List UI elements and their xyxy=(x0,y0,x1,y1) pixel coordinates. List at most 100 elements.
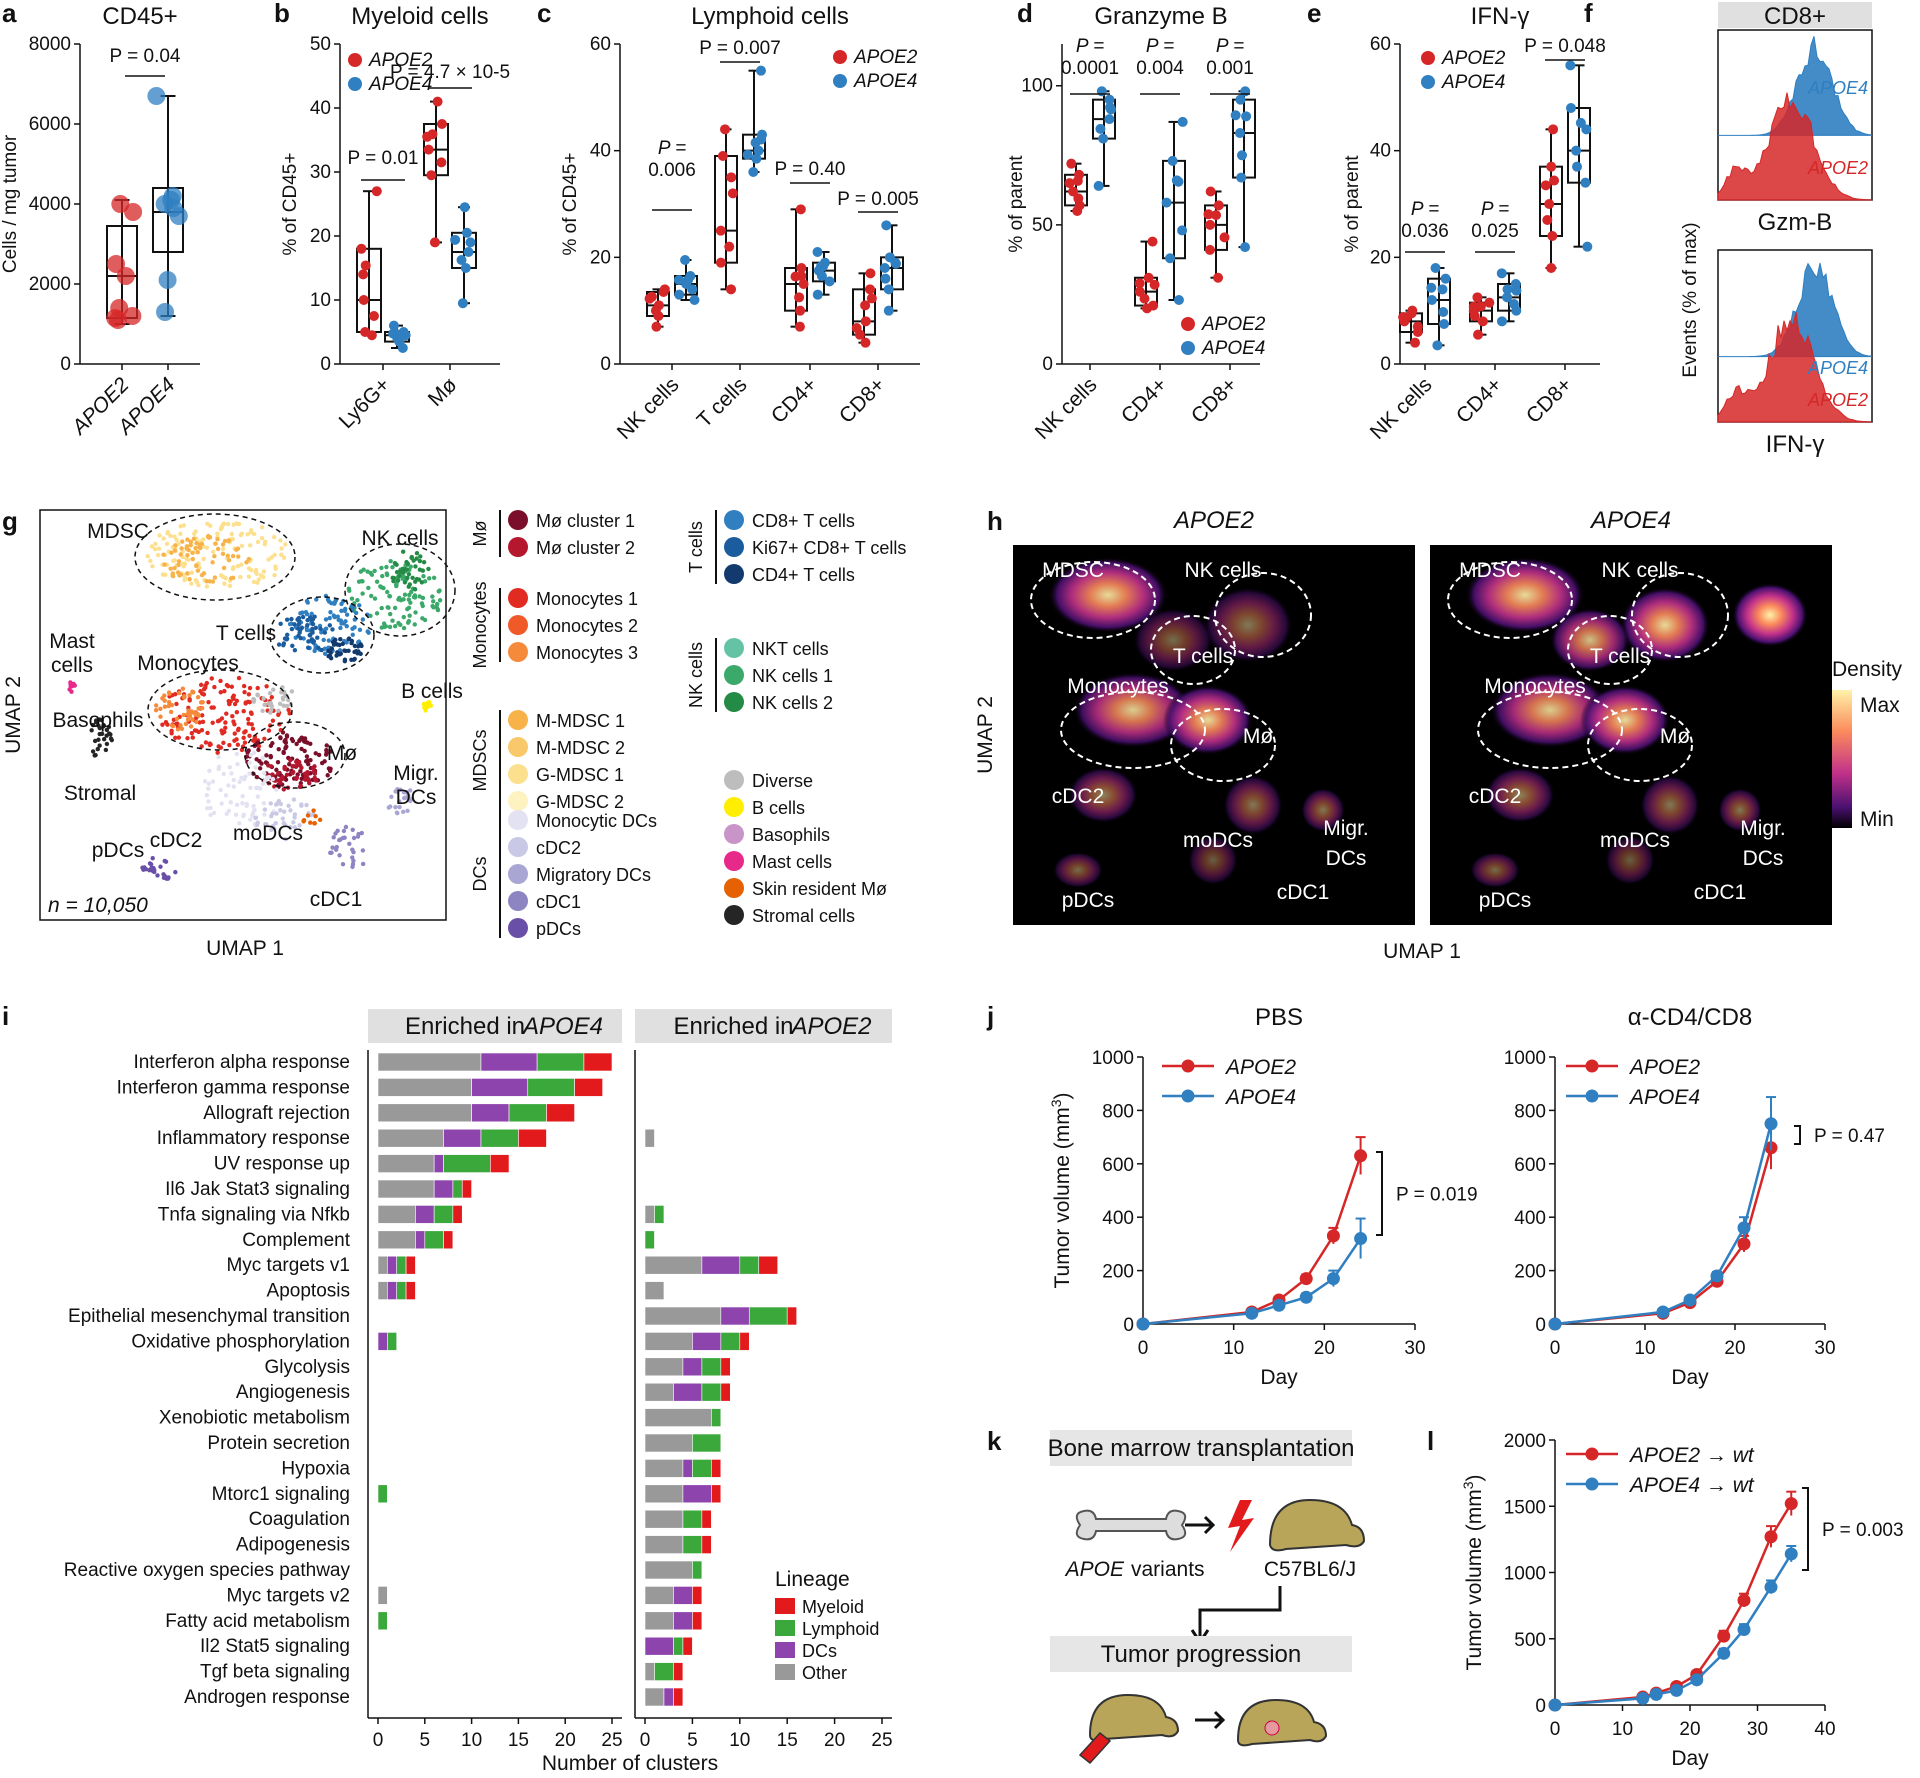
bar-segment xyxy=(739,1255,760,1275)
umap-frame xyxy=(39,509,447,921)
umap-cell xyxy=(252,736,257,741)
data-point xyxy=(1426,282,1437,293)
umap-cell xyxy=(185,736,190,741)
legend-label: CD4+ T cells xyxy=(752,565,855,585)
umap-cell xyxy=(435,601,440,607)
bar-segment xyxy=(720,1306,750,1326)
umap-cell xyxy=(259,525,265,530)
data-point xyxy=(865,268,876,279)
umap-cell xyxy=(275,759,281,765)
umap-cell xyxy=(395,578,401,583)
umap-cell xyxy=(231,565,236,570)
data-point xyxy=(715,257,726,268)
umap-cell xyxy=(286,707,291,713)
umap-cell xyxy=(329,646,335,651)
umap-cell xyxy=(284,617,290,622)
umap-cell xyxy=(232,701,238,707)
data-point xyxy=(1205,186,1216,197)
umap-cell xyxy=(251,531,257,537)
umap-cell xyxy=(239,531,244,536)
umap-cell xyxy=(292,825,298,830)
umap-cell xyxy=(180,686,186,691)
umap-cell xyxy=(277,777,283,782)
umap-cell xyxy=(380,573,385,579)
x-axis-label: UMAP 1 xyxy=(1383,940,1461,963)
bar-segment xyxy=(377,1103,472,1123)
umap-cell xyxy=(422,706,428,711)
data-point xyxy=(1205,219,1216,230)
legend-label: cDC1 xyxy=(536,892,581,912)
umap-cell xyxy=(244,560,249,565)
data-point xyxy=(1580,177,1591,188)
umap-cell xyxy=(223,793,229,798)
umap-cell xyxy=(262,542,268,547)
umap-cell xyxy=(276,642,282,647)
umap-cell xyxy=(335,828,340,833)
data-point xyxy=(1149,279,1160,290)
umap-cell xyxy=(216,754,221,760)
data-point xyxy=(751,153,762,164)
umap-label: NK cells xyxy=(361,527,438,550)
bar-segment xyxy=(644,1255,703,1275)
umap-cell xyxy=(277,701,283,707)
legend-label: APOE2 xyxy=(1201,314,1266,335)
bar-segment xyxy=(692,1433,722,1453)
umap-cell xyxy=(264,753,269,758)
umap-cell xyxy=(245,532,250,537)
density-blob xyxy=(1620,587,1710,663)
legend-label: APOE4 → wt xyxy=(1628,1474,1755,1497)
umap-cell xyxy=(437,598,443,603)
data-point xyxy=(646,291,657,302)
x-tick-label: 30 xyxy=(1814,1338,1835,1359)
data-point xyxy=(1437,284,1448,295)
umap-cell xyxy=(221,565,227,571)
umap-cell xyxy=(397,804,402,810)
legend-marker xyxy=(1421,51,1435,65)
data-point xyxy=(423,144,434,155)
umap-cell xyxy=(267,690,273,696)
legend-swatch xyxy=(775,1664,795,1680)
umap-cell xyxy=(283,836,288,842)
umap-cell xyxy=(163,859,169,864)
umap-cell xyxy=(360,617,366,622)
umap-cell xyxy=(425,701,430,707)
data-point xyxy=(1426,295,1437,305)
umap-cell xyxy=(312,614,317,619)
umap-cell xyxy=(290,764,295,769)
umap-cell xyxy=(351,858,356,864)
umap-cell xyxy=(255,685,260,691)
umap-cell xyxy=(150,856,155,861)
umap-cell xyxy=(274,787,279,792)
data-point xyxy=(463,247,474,257)
density-title: APOE4 xyxy=(1589,507,1671,534)
umap-cell xyxy=(335,614,340,619)
legend-swatch xyxy=(508,737,528,757)
umap-cell xyxy=(226,538,231,543)
legend-marker xyxy=(1585,1447,1599,1461)
umap-cell xyxy=(68,683,73,689)
umap-cell xyxy=(253,815,259,820)
umap-cell xyxy=(215,531,220,536)
umap-cell xyxy=(263,760,269,765)
umap-cell xyxy=(296,621,302,627)
donor-label-rest: variants xyxy=(1131,1558,1205,1581)
umap-cell xyxy=(99,717,104,723)
density-blob xyxy=(1718,788,1762,832)
density-label: Migr. xyxy=(1740,817,1786,840)
data-point xyxy=(1565,60,1576,71)
umap-cell xyxy=(326,599,332,604)
legend-label: Diverse xyxy=(752,771,813,791)
umap-cell xyxy=(239,543,245,548)
bar-segment xyxy=(758,1255,779,1275)
data-point xyxy=(1064,178,1075,189)
umap-cell xyxy=(421,574,426,579)
data-point xyxy=(879,263,890,273)
data-point xyxy=(1234,128,1245,139)
umap-cell xyxy=(221,740,226,746)
umap-cell xyxy=(248,817,253,822)
pathway-label: Il2 Stat5 signaling xyxy=(200,1636,350,1657)
umap-cell xyxy=(264,684,269,689)
density-blob xyxy=(1490,672,1610,748)
data-point xyxy=(717,151,728,161)
data-point xyxy=(673,275,684,285)
